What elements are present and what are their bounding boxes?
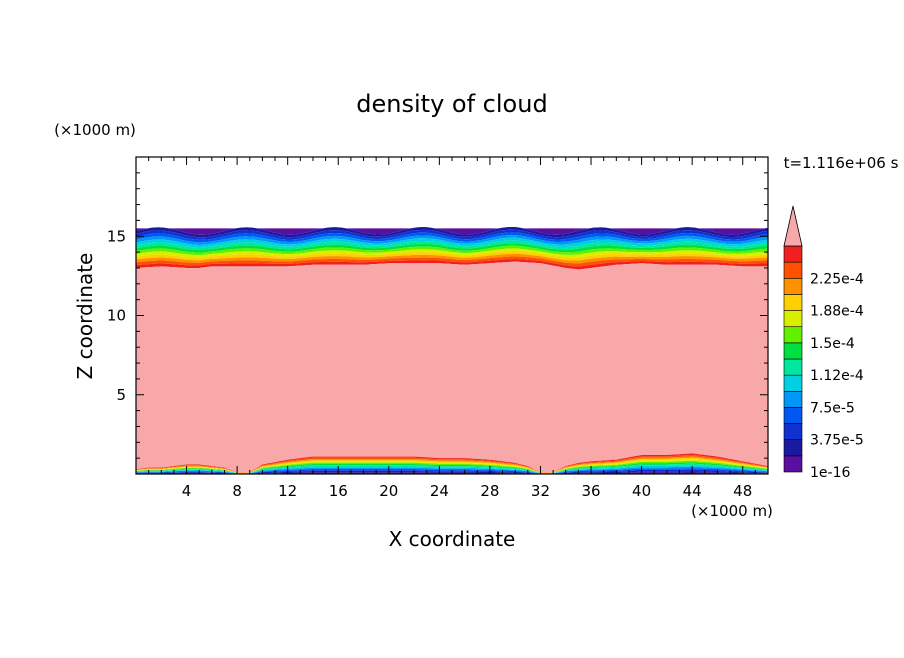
plot-area	[136, 227, 768, 474]
x-tick-label: 40	[632, 482, 651, 500]
x-tick-label: 32	[531, 482, 550, 500]
colorbar-label: 1.12e-4	[810, 368, 864, 384]
y-axis-label: Z coordinate	[73, 253, 97, 380]
x-tick-label: 44	[683, 482, 702, 500]
colorbar-cell	[783, 374, 803, 392]
colorbar-label: 1.5e-4	[810, 336, 855, 352]
y-axis-unit: (×1000 m)	[54, 121, 136, 139]
upper-contour-band	[136, 243, 768, 253]
upper-contour-band	[136, 240, 768, 251]
x-axis-label: X coordinate	[389, 527, 516, 551]
colorbar-label: 7.5e-5	[810, 400, 855, 416]
colorbar-cell	[783, 261, 803, 279]
colorbar-cell	[783, 423, 803, 441]
colorbar-cell	[783, 310, 803, 328]
y-tick-label: 10	[107, 307, 126, 325]
upper-contour-band	[136, 253, 768, 264]
chart-title: density of cloud	[356, 90, 547, 118]
lower-contour-band	[136, 460, 768, 474]
lower-contour-band	[136, 462, 768, 474]
x-tick-label: 28	[480, 482, 499, 500]
upper-contour-band	[136, 251, 768, 261]
colorbar-overflow-arrow	[783, 205, 803, 247]
x-tick-label: 48	[733, 482, 752, 500]
colorbar-label: 1.88e-4	[810, 304, 864, 320]
colorbar-cell	[783, 358, 803, 376]
y-tick-label: 5	[116, 386, 126, 404]
colorbar-cell	[783, 390, 803, 408]
lower-contour-band	[136, 454, 768, 473]
colorbar: 1e-16 3.75e-5 7.5e-5 1.12e-4 1.5e-4 1.88e-4 2.…	[783, 205, 864, 481]
x-tick-label: 4	[182, 482, 192, 500]
colorbar-cell	[783, 342, 803, 360]
upper-contour-band	[136, 258, 768, 270]
upper-contour-band	[136, 235, 768, 245]
x-tick-label: 20	[379, 482, 398, 500]
colorbar-cell	[783, 294, 803, 311]
upper-contour-band	[136, 227, 768, 235]
x-axis-unit: (×1000 m)	[691, 502, 773, 520]
colorbar-cell	[783, 326, 803, 344]
colorbar-cell	[783, 407, 803, 424]
x-tick-label: 36	[581, 482, 600, 500]
y-tick-label: 15	[107, 227, 126, 245]
time-label: t=1.116e+06 s	[784, 154, 899, 172]
colorbar-label: 2.25e-4	[810, 271, 864, 287]
x-tick-label: 24	[430, 482, 449, 500]
upper-contour-band	[136, 232, 768, 243]
colorbar-cell	[783, 277, 803, 295]
colorbar-cell	[783, 455, 803, 473]
lower-contour-band	[136, 457, 768, 473]
x-tick-label: 8	[232, 482, 242, 500]
x-tick-label: 16	[329, 482, 348, 500]
lower-contour-band	[136, 456, 768, 473]
cloud-core-region	[136, 261, 768, 473]
colorbar-label: 1e-16	[810, 465, 850, 481]
lower-contour-band	[136, 465, 768, 474]
colorbar-cell	[783, 245, 803, 263]
upper-contour-band	[136, 245, 768, 256]
upper-contour-band	[136, 256, 768, 267]
lower-contour-band	[136, 459, 768, 473]
x-tick-label: 12	[278, 482, 297, 500]
colorbar-cell	[783, 439, 803, 457]
lower-contour-band	[136, 468, 768, 474]
lower-contour-band	[136, 453, 768, 473]
upper-contour-band	[136, 237, 768, 248]
upper-contour-band	[136, 227, 768, 238]
lower-contour-band	[136, 463, 768, 474]
lower-contour-band	[136, 466, 768, 474]
upper-contour-band	[136, 229, 768, 240]
upper-contour-band	[136, 248, 768, 258]
colorbar-label: 3.75e-5	[810, 433, 864, 449]
